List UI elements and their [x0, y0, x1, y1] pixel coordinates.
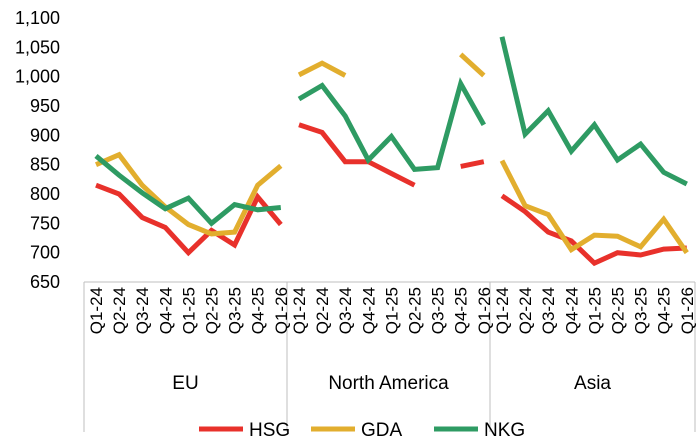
- x-tick-label: Q3-25: [429, 287, 448, 334]
- x-tick-label: Q1-26: [272, 287, 291, 334]
- y-tick-label: 1,050: [15, 37, 60, 57]
- group-label: EU: [172, 373, 198, 394]
- x-tick-label: Q3-25: [226, 287, 245, 334]
- x-tick-label: Q4-24: [156, 287, 175, 334]
- series-line-gda: [95, 151, 283, 237]
- series-line-hsg: [298, 122, 416, 188]
- legend-label: NKG: [484, 420, 525, 441]
- series-line-gda: [499, 159, 689, 255]
- series-line-nkg: [94, 153, 282, 227]
- x-tick-label: Q1-26: [475, 287, 494, 334]
- x-tick-label: Q4-24: [359, 287, 378, 334]
- series-line-nkg: [297, 77, 486, 173]
- x-tick-label: Q1-24: [290, 287, 309, 334]
- x-tick-label: Q4-25: [452, 287, 471, 334]
- x-tick-label: Q1-24: [493, 287, 512, 334]
- x-tick-label: Q1-25: [179, 287, 198, 334]
- y-tick-label: 1,100: [15, 8, 60, 28]
- x-tick-label: Q3-24: [133, 287, 152, 334]
- x-tick-label: Q2-24: [110, 287, 129, 334]
- y-tick-label: 1,000: [15, 67, 60, 87]
- x-tick-label: Q4-25: [655, 287, 674, 334]
- legend-label: HSG: [249, 420, 290, 441]
- x-tick-label: Q4-25: [249, 287, 268, 334]
- y-tick-label: 850: [30, 155, 60, 175]
- group-label: North America: [328, 373, 449, 394]
- legend: HSG GDA NKG: [199, 420, 525, 441]
- y-tick-label: 700: [30, 243, 60, 263]
- series-line-hsg: [500, 193, 687, 267]
- y-tick-label: 750: [30, 213, 60, 233]
- y-tick-label: 900: [30, 125, 60, 145]
- x-tick-label: Q2-25: [203, 287, 222, 334]
- x-axis: Q1-24 Q2-24 Q3-24 Q4-24 Q1-25 Q2-25 Q3-25 Q4-25…: [87, 287, 697, 394]
- x-tick-label: Q3-24: [336, 287, 355, 334]
- x-tick-label: Q1-26: [678, 287, 697, 334]
- series-lines: [94, 36, 689, 267]
- x-tick-label: Q2-24: [516, 287, 535, 334]
- axes: [83, 281, 696, 432]
- series-line-gda: [459, 52, 486, 78]
- legend-label: GDA: [361, 420, 403, 441]
- x-tick-label: Q2-25: [609, 287, 628, 334]
- x-tick-label: Q1-24: [87, 287, 106, 334]
- x-tick-label: Q3-25: [632, 287, 651, 334]
- y-axis: 650 700 750 800 850 900 950 1,000 1,050 1,100: [15, 8, 60, 292]
- y-tick-label: 800: [30, 184, 60, 204]
- series-line-hsg: [460, 159, 485, 169]
- x-tick-label: Q4-24: [562, 287, 581, 334]
- series-line-hsg: [95, 182, 283, 257]
- x-tick-label: Q3-24: [539, 287, 558, 334]
- x-tick-label: Q2-25: [406, 287, 425, 334]
- series-line-gda: [297, 60, 347, 78]
- y-tick-label: 950: [30, 96, 60, 116]
- x-tick-label: Q2-24: [313, 287, 332, 334]
- group-label: Asia: [574, 373, 611, 394]
- x-tick-label: Q1-25: [382, 287, 401, 334]
- x-tick-label: Q1-25: [585, 287, 604, 334]
- series-line-nkg: [499, 36, 688, 187]
- y-tick-label: 650: [30, 272, 60, 292]
